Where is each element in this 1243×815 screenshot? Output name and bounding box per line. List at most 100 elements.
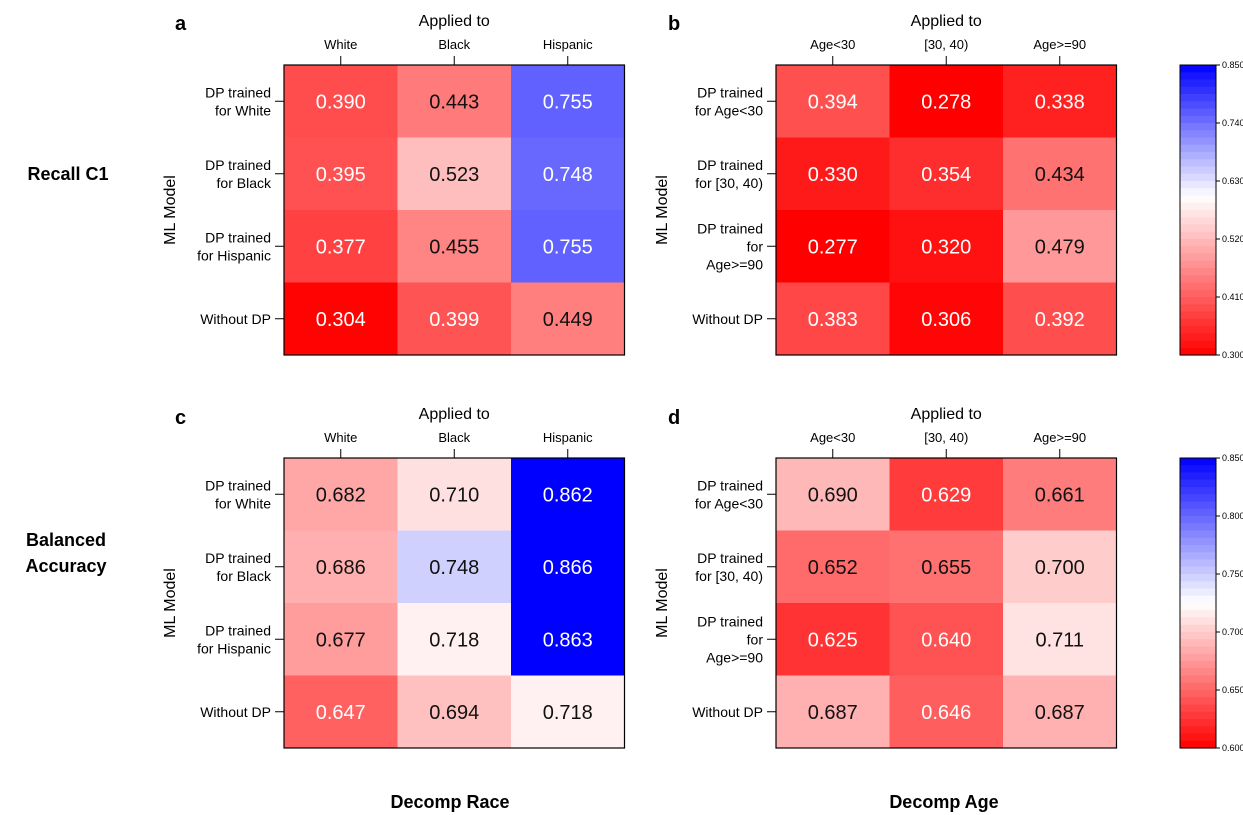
heatmap-cell <box>397 603 512 676</box>
cell-value-label: 0.399 <box>429 309 479 331</box>
row-tick-label: DP trained <box>205 622 271 638</box>
colorbar-segment <box>1180 726 1216 735</box>
colorbar-segment <box>1180 668 1216 677</box>
heatmap-cell <box>284 675 398 749</box>
colorbar-tick-label: 0.600 <box>1222 743 1243 753</box>
colorbar-segment <box>1180 530 1216 539</box>
colorbar-segment <box>1180 472 1216 481</box>
cell-value-label: 0.377 <box>316 236 366 258</box>
colorbar-segment <box>1180 479 1216 488</box>
row-tick-label: for [30, 40) <box>695 568 763 584</box>
panel-letter: a <box>175 13 187 35</box>
heatmap-border <box>775 64 1118 356</box>
row-tick-label: DP trained <box>205 477 271 493</box>
heatmap-cell <box>511 65 625 138</box>
column-tick-label: Black <box>438 430 470 445</box>
row-tick-label: DP trained <box>205 550 271 566</box>
colorbar-tick-label: 0.630 <box>1222 176 1243 186</box>
heatmap-cell <box>511 458 625 531</box>
top-axis-title: Applied to <box>419 13 490 30</box>
colorbar-segment <box>1180 210 1216 218</box>
cell-value-label: 0.655 <box>921 557 971 579</box>
colorbar-segment <box>1180 704 1216 713</box>
colorbar-segment <box>1180 588 1216 597</box>
colorbar-segment <box>1180 311 1216 320</box>
column-tick-label: Hispanic <box>543 430 593 445</box>
cell-value-label: 0.687 <box>1035 702 1085 724</box>
colorbar-segment <box>1180 123 1216 131</box>
cell-value-label: 0.682 <box>316 484 366 506</box>
row-label-balanced-line1: Balanced <box>26 530 106 550</box>
heatmap-cell <box>889 65 1004 138</box>
colorbar-tick-label: 0.520 <box>1222 234 1243 244</box>
colorbar-segment <box>1180 347 1216 356</box>
cell-value-label: 0.455 <box>429 236 479 258</box>
heatmap-cell <box>511 137 625 211</box>
cell-value-label: 0.277 <box>808 236 858 258</box>
heatmap-panel-c: c Applied to White Black Hispanic 0.682 0.710 0… <box>162 406 1243 753</box>
heatmap-cell <box>1003 675 1117 749</box>
colorbar-segment <box>1180 173 1216 182</box>
heatmap-cell <box>284 603 398 676</box>
colorbar-segment <box>1180 494 1216 503</box>
colorbar-segment <box>1180 537 1216 546</box>
column-tick-label: Age>=90 <box>1033 37 1086 52</box>
colorbar-segment <box>1180 646 1216 655</box>
heatmap-cell <box>397 282 512 356</box>
colorbar-segment <box>1180 552 1216 561</box>
row-tick-label: Age>=90 <box>706 649 763 665</box>
heatmap-border <box>283 64 626 356</box>
row-label-recall: Recall C1 <box>27 164 108 184</box>
cell-value-label: 0.677 <box>316 629 366 651</box>
cell-value-label: 0.718 <box>543 702 593 724</box>
row-tick-label: Without DP <box>200 704 271 720</box>
cell-value-label: 0.710 <box>429 484 479 506</box>
colorbar-segment <box>1180 624 1216 633</box>
colorbar-segment <box>1180 144 1216 153</box>
row-tick-label: for [30, 40) <box>695 175 763 191</box>
row-tick-label: for Hispanic <box>197 640 271 656</box>
cell-value-label: 0.383 <box>808 309 858 331</box>
row-tick-label: for Age<30 <box>695 102 763 118</box>
colorbar-segment <box>1180 195 1216 204</box>
row-tick-label: DP trained <box>697 477 763 493</box>
cell-value-label: 0.354 <box>921 164 971 186</box>
row-tick-label: DP trained <box>697 220 763 236</box>
heatmap-panel-b: b Applied to Age<30 [30, 40) Age>=90 0.394 0.2… <box>654 13 1118 356</box>
heatmap-cell <box>1003 137 1117 211</box>
colorbar-tick-label: 0.750 <box>1222 569 1243 579</box>
colorbar-segment <box>1180 86 1216 95</box>
heatmap-cell <box>511 530 625 604</box>
row-tick-label: for <box>747 238 764 254</box>
cell-value-label: 0.304 <box>316 309 366 331</box>
heatmap-cell <box>397 530 512 604</box>
cell-value-label: 0.718 <box>429 629 479 651</box>
colorbar-segment <box>1180 65 1216 73</box>
colorbar-segment <box>1180 79 1216 88</box>
colorbar-segment <box>1180 690 1216 698</box>
cell-value-label: 0.330 <box>808 164 858 186</box>
colorbar-tick-label: 0.800 <box>1222 511 1243 521</box>
y-axis-title: ML Model <box>162 175 179 245</box>
column-label-race: Decomp Race <box>390 792 509 812</box>
cell-value-label: 0.647 <box>316 702 366 724</box>
heatmap-cell <box>776 530 890 604</box>
colorbar-tick-label: 0.650 <box>1222 685 1243 695</box>
heatmap-cell <box>889 137 1004 211</box>
colorbar-segment <box>1180 610 1216 619</box>
cell-value-label: 0.278 <box>921 91 971 113</box>
heatmap-cell <box>284 65 398 138</box>
cell-value-label: 0.700 <box>1035 557 1085 579</box>
colorbar-segment <box>1180 545 1216 553</box>
colorbar-segment <box>1180 733 1216 742</box>
colorbar-segment <box>1180 603 1216 611</box>
colorbar-segment <box>1180 115 1216 124</box>
colorbar-segment <box>1180 282 1216 291</box>
cell-value-label: 0.690 <box>808 484 858 506</box>
colorbar-segment <box>1180 697 1216 706</box>
heatmap-cell <box>284 458 398 531</box>
heatmap-cell <box>776 603 890 676</box>
colorbar-segment <box>1180 653 1216 662</box>
colorbar-segment <box>1180 239 1216 247</box>
heatmap-cell <box>776 137 890 211</box>
